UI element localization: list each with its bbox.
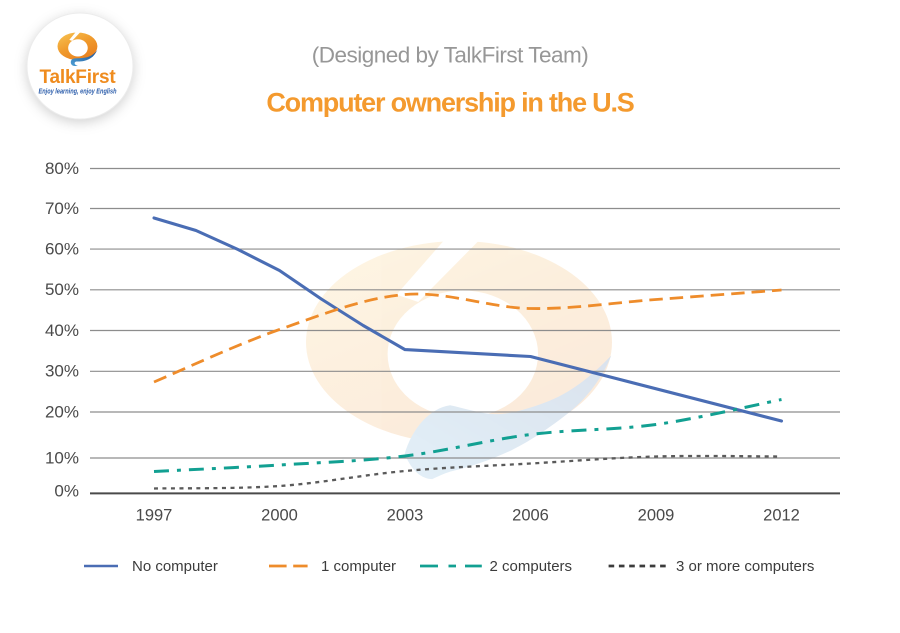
svg-text:30%: 30% bbox=[45, 362, 79, 381]
svg-text:50%: 50% bbox=[45, 280, 79, 299]
svg-text:2000: 2000 bbox=[261, 507, 298, 525]
svg-text:60%: 60% bbox=[45, 239, 79, 258]
svg-text:40%: 40% bbox=[45, 321, 79, 340]
svg-text:(Designed by TalkFirst Team): (Designed by TalkFirst Team) bbox=[312, 43, 589, 68]
svg-text:2 computers: 2 computers bbox=[490, 558, 573, 575]
svg-text:Enjoy learning, enjoy English: Enjoy learning, enjoy English bbox=[39, 87, 117, 96]
svg-text:20%: 20% bbox=[45, 402, 79, 421]
svg-text:1997: 1997 bbox=[136, 507, 173, 525]
svg-text:2006: 2006 bbox=[512, 507, 549, 525]
svg-text:80%: 80% bbox=[45, 159, 79, 178]
svg-text:3 or more computers: 3 or more computers bbox=[676, 558, 814, 575]
svg-text:No computer: No computer bbox=[132, 558, 218, 575]
svg-text:10%: 10% bbox=[45, 448, 79, 467]
svg-text:2012: 2012 bbox=[763, 507, 800, 525]
svg-text:Computer ownership in the U.S: Computer ownership in the U.S bbox=[266, 88, 633, 118]
svg-text:2003: 2003 bbox=[387, 507, 424, 525]
svg-text:TalkFirst: TalkFirst bbox=[40, 67, 117, 88]
svg-text:2009: 2009 bbox=[638, 507, 675, 525]
svg-text:0%: 0% bbox=[54, 482, 79, 501]
svg-text:70%: 70% bbox=[45, 199, 79, 218]
svg-text:1 computer: 1 computer bbox=[321, 558, 396, 575]
